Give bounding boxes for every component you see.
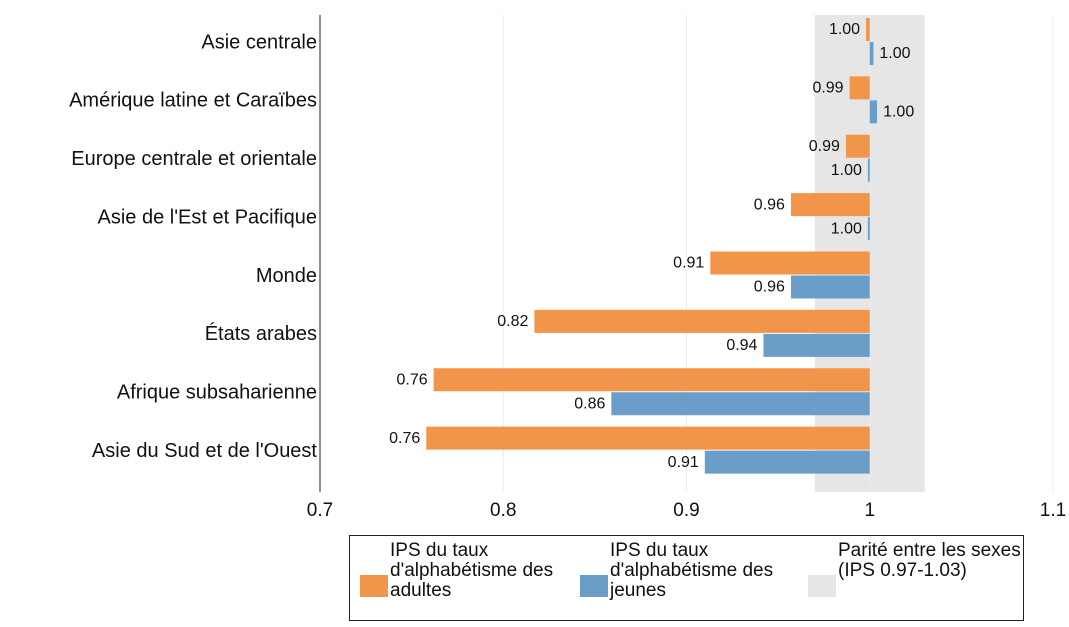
y-tick-label: Asie de l'Est et Pacifique	[98, 206, 318, 228]
y-tick-label: États arabes	[205, 322, 317, 345]
value-label: 0.96	[754, 279, 785, 296]
bar	[845, 134, 870, 158]
value-label: 1.00	[829, 21, 860, 38]
bar	[710, 251, 870, 275]
x-tick-label: 1.1	[1040, 500, 1066, 521]
bar	[611, 392, 870, 416]
value-label: 0.86	[574, 395, 605, 412]
value-label: 1.00	[831, 220, 862, 237]
value-label: 0.76	[389, 430, 420, 447]
value-label: 0.91	[673, 255, 704, 272]
value-label: 0.91	[668, 454, 699, 471]
y-tick-label: Asie centrale	[201, 31, 317, 53]
bar	[849, 76, 870, 100]
x-tick-label: 0.9	[673, 500, 699, 521]
bar	[763, 333, 870, 357]
y-tick-label: Afrique subsaharienne	[117, 382, 317, 404]
x-tick-label: 0.7	[307, 500, 333, 521]
value-label: 1.00	[831, 162, 862, 179]
bar	[790, 193, 870, 217]
bar	[866, 18, 870, 41]
bar	[869, 100, 878, 124]
value-label: 0.96	[754, 196, 785, 213]
value-label: 0.76	[396, 371, 427, 388]
value-label: 0.99	[812, 80, 843, 97]
legend-swatch	[808, 575, 836, 597]
legend-swatch	[360, 575, 388, 597]
legend-swatch	[580, 575, 608, 597]
y-tick-label: Amérique latine et Caraïbes	[69, 90, 317, 112]
x-tick-label: 0.8	[490, 500, 516, 521]
value-label: 0.99	[809, 138, 840, 155]
bar	[433, 368, 870, 392]
bar	[867, 158, 870, 182]
x-tick-label: 1	[864, 500, 875, 521]
legend-label: IPS du taux d'alphabétisme des jeunes	[610, 540, 774, 601]
value-label: 1.00	[879, 45, 910, 62]
bar	[704, 450, 870, 474]
legend	[349, 535, 1024, 621]
y-tick-label: Monde	[256, 265, 317, 287]
value-label: 1.00	[883, 104, 914, 121]
bar	[790, 275, 870, 299]
legend-label: IPS du taux d'alphabétisme des adultes	[390, 540, 554, 601]
y-tick-label: Asie du Sud et de l'Ouest	[92, 440, 318, 462]
y-tick-label: Europe centrale et orientale	[71, 148, 317, 170]
value-label: 0.82	[497, 313, 528, 330]
bar	[534, 309, 870, 333]
legend-label: Parité entre les sexes (IPS 0.97-1.03)	[838, 540, 1021, 581]
bar	[426, 426, 870, 450]
bar	[869, 42, 874, 65]
value-label: 0.94	[726, 337, 757, 354]
bar	[867, 217, 870, 241]
